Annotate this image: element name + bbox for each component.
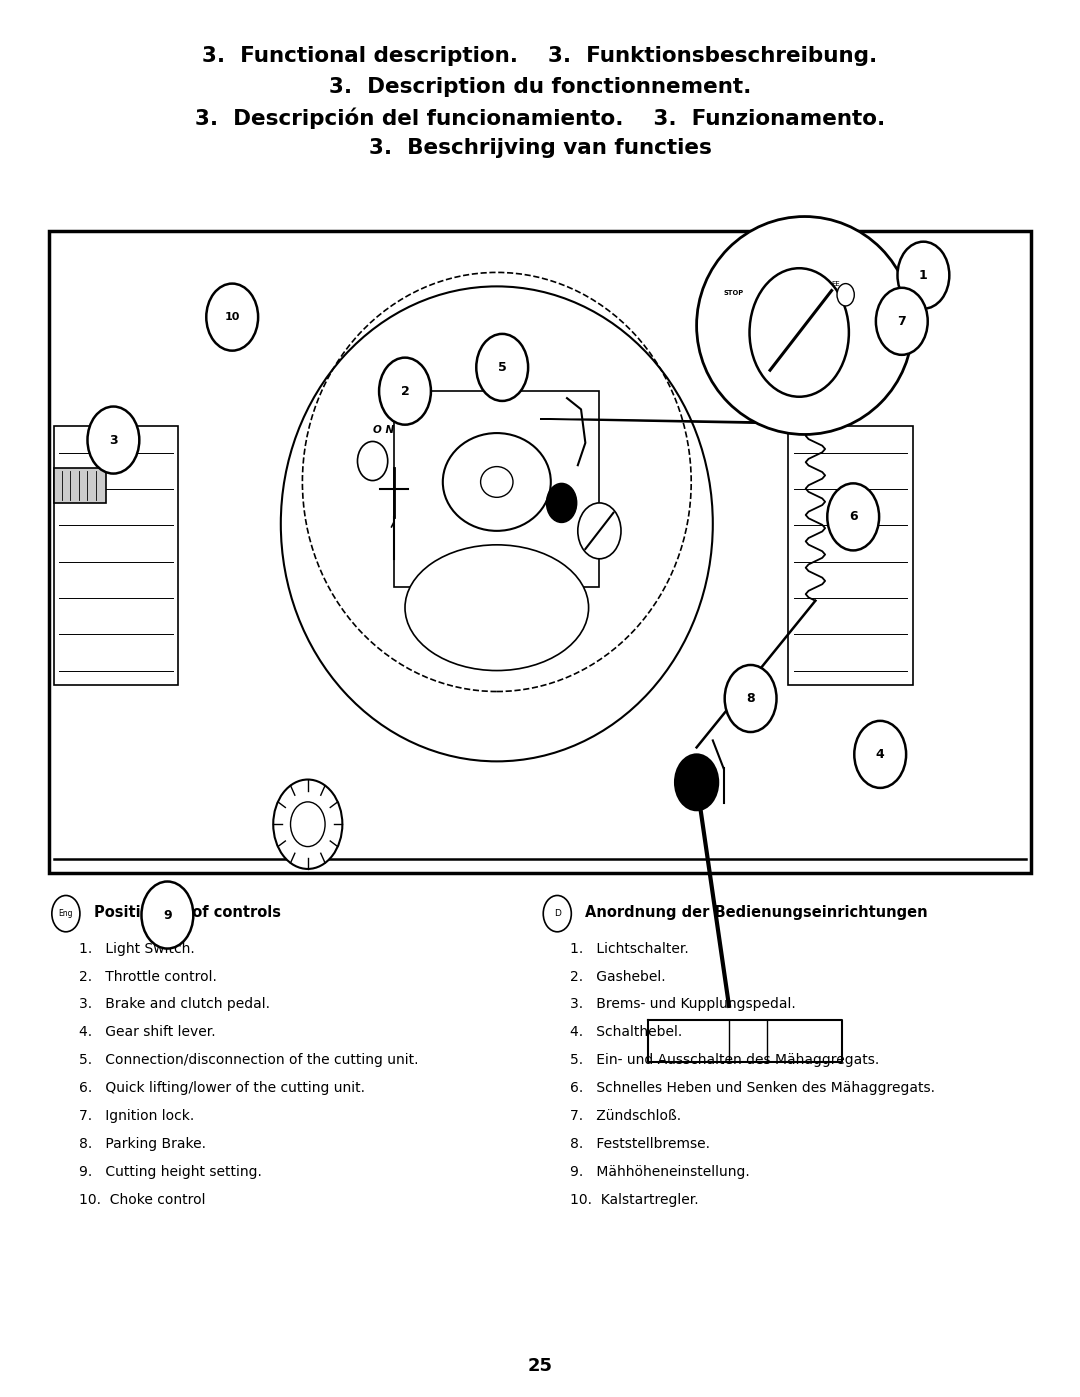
Text: 5.   Ein- und Ausschalten des Mähaggregats.: 5. Ein- und Ausschalten des Mähaggregats… [570,1053,879,1067]
Text: 10.  Choke control: 10. Choke control [79,1193,205,1207]
Circle shape [379,358,431,425]
Circle shape [827,483,879,550]
Text: 3.  Beschrijving van functies: 3. Beschrijving van functies [368,138,712,158]
Text: 7: 7 [897,314,906,328]
Text: 3.   Brake and clutch pedal.: 3. Brake and clutch pedal. [79,997,270,1011]
Text: 2: 2 [401,384,409,398]
FancyBboxPatch shape [54,468,106,503]
Circle shape [837,284,854,306]
Text: 5.   Connection/disconnection of the cutting unit.: 5. Connection/disconnection of the cutti… [79,1053,418,1067]
Text: 8: 8 [746,692,755,705]
Text: 3.  Description du fonctionnement.: 3. Description du fonctionnement. [328,77,752,96]
Circle shape [543,895,571,932]
FancyBboxPatch shape [54,426,178,685]
Text: 4.   Gear shift lever.: 4. Gear shift lever. [79,1025,216,1039]
Text: 3.  Descripción del funcionamiento.    3.  Funzionamento.: 3. Descripción del funcionamiento. 3. Fu… [194,108,886,129]
Text: Anordnung der Bedienungseinrichtungen: Anordnung der Bedienungseinrichtungen [585,905,928,921]
Text: 7.   Ignition lock.: 7. Ignition lock. [79,1109,194,1123]
Ellipse shape [443,433,551,531]
Text: 10.  Kalstartregler.: 10. Kalstartregler. [570,1193,699,1207]
Text: 9.   Mähhöheneinstellung.: 9. Mähhöheneinstellung. [570,1165,750,1179]
Text: 4.   Schalthebel.: 4. Schalthebel. [570,1025,683,1039]
Polygon shape [540,419,842,423]
Text: 6: 6 [849,510,858,524]
Text: 6.   Quick lifting/lower of the cutting unit.: 6. Quick lifting/lower of the cutting un… [79,1081,365,1095]
Text: 25: 25 [527,1358,553,1375]
FancyBboxPatch shape [49,231,1031,873]
Circle shape [206,284,258,351]
Circle shape [897,242,949,309]
Text: 9.   Cutting height setting.: 9. Cutting height setting. [79,1165,261,1179]
Circle shape [546,483,577,522]
Circle shape [273,780,342,869]
Text: 3.  Functional description.    3.  Funktionsbeschreibung.: 3. Functional description. 3. Funktionsb… [202,46,878,66]
Text: 4: 4 [876,747,885,761]
Text: O N: O N [373,425,394,434]
Text: Positioning of controls: Positioning of controls [94,905,281,921]
Text: STOP: STOP [724,289,744,296]
Text: 3.   Brems- und Kupplungspedal.: 3. Brems- und Kupplungspedal. [570,997,796,1011]
Circle shape [578,503,621,559]
Text: 5: 5 [498,360,507,374]
Circle shape [750,268,849,397]
Text: 10: 10 [225,312,240,323]
Ellipse shape [281,286,713,761]
Text: 1: 1 [919,268,928,282]
Ellipse shape [405,545,589,671]
Circle shape [725,665,777,732]
Circle shape [876,288,928,355]
Text: 8.   Parking Brake.: 8. Parking Brake. [79,1137,206,1151]
Text: 1.   Lichtschalter.: 1. Lichtschalter. [570,942,689,956]
FancyBboxPatch shape [394,391,599,587]
Circle shape [675,754,718,810]
Text: 7.   Zündschloß.: 7. Zündschloß. [570,1109,681,1123]
Text: EE: EE [832,281,840,288]
Text: Eng: Eng [58,909,73,918]
Text: 8.   Feststellbremse.: 8. Feststellbremse. [570,1137,711,1151]
Circle shape [357,441,388,481]
Ellipse shape [481,467,513,497]
Text: 2.   Throttle control.: 2. Throttle control. [79,970,217,983]
FancyBboxPatch shape [788,426,913,685]
Text: D: D [554,909,561,918]
Circle shape [476,334,528,401]
Text: 9: 9 [163,908,172,922]
Text: 6.   Schnelles Heben und Senken des Mähaggregats.: 6. Schnelles Heben und Senken des Mähagg… [570,1081,935,1095]
Text: 2.   Gashebel.: 2. Gashebel. [570,970,666,983]
Circle shape [291,802,325,847]
Circle shape [52,895,80,932]
Text: 3: 3 [109,433,118,447]
Text: 1.   Light Switch.: 1. Light Switch. [79,942,194,956]
Circle shape [87,407,139,474]
Ellipse shape [697,217,913,434]
Circle shape [854,721,906,788]
Circle shape [141,882,193,949]
